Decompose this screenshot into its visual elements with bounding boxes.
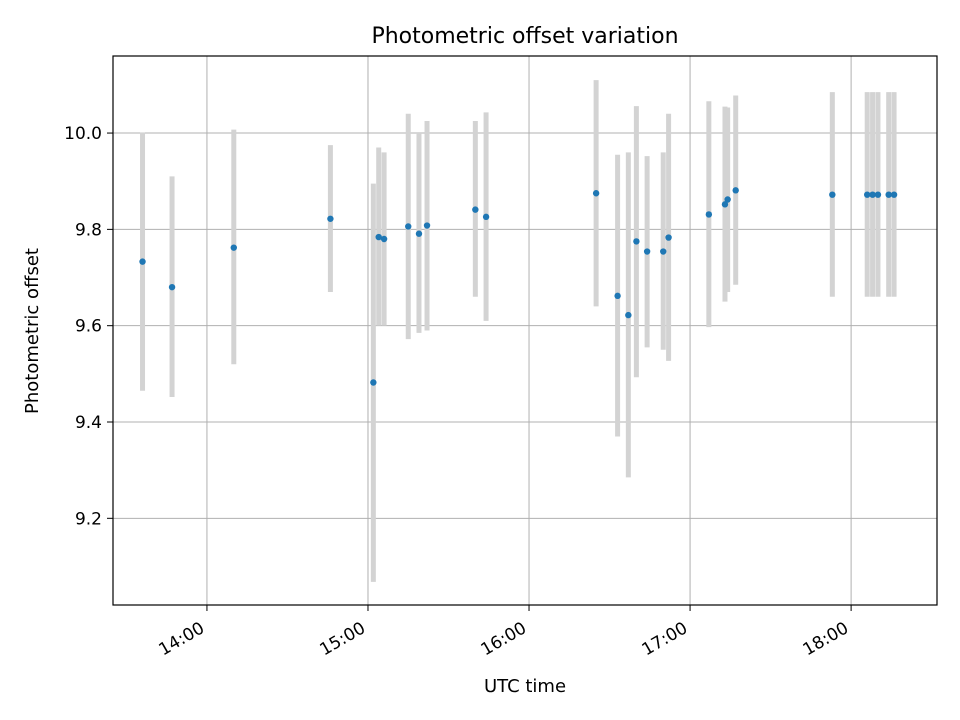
data-point-23: [829, 191, 836, 198]
data-point-7: [405, 223, 412, 230]
y-tick-label-3: 9.8: [75, 220, 102, 240]
data-point-16: [643, 248, 651, 255]
data-point-27: [885, 191, 892, 198]
y-tick-label-1: 9.4: [75, 413, 102, 433]
grid-lines: [113, 56, 937, 605]
data-point-4: [370, 379, 377, 386]
data-point-9: [423, 222, 431, 229]
data-point-24: [864, 191, 871, 198]
data-point-19: [705, 211, 713, 218]
data-point-2: [230, 244, 237, 251]
data-point-10: [472, 206, 479, 213]
data-point-26: [874, 191, 882, 198]
data-point-14: [625, 311, 632, 319]
data-point-12: [592, 190, 600, 197]
data-point-11: [482, 213, 490, 221]
data-point-21: [724, 196, 731, 203]
data-point-5: [375, 233, 382, 241]
data-point-17: [660, 248, 667, 255]
data-point-1: [168, 283, 176, 291]
plot-frame: [112, 55, 938, 606]
data-point-18: [665, 234, 672, 241]
data-point-28: [890, 191, 898, 198]
y-axis-label: Photometric offset: [22, 248, 43, 414]
plot-area: [113, 56, 937, 605]
data-point-15: [633, 238, 640, 245]
y-tick-label-0: 9.2: [75, 509, 102, 529]
chart-title: Photometric offset variation: [371, 24, 678, 49]
data-point-6: [380, 235, 388, 243]
data-point-8: [415, 230, 423, 237]
y-axis-ticks: 9.2 9.4 9.6 9.8 10.0: [64, 124, 113, 529]
data-point-3: [327, 215, 334, 222]
x-axis-label: UTC time: [484, 676, 566, 697]
data-points: [139, 187, 898, 386]
data-point-0: [139, 258, 146, 265]
y-tick-label-4: 10.0: [64, 124, 102, 144]
data-point-20: [721, 201, 729, 208]
data-point-13: [614, 292, 621, 300]
data-point-25: [869, 191, 876, 198]
data-point-22: [732, 187, 739, 194]
y-tick-label-2: 9.6: [75, 317, 102, 337]
